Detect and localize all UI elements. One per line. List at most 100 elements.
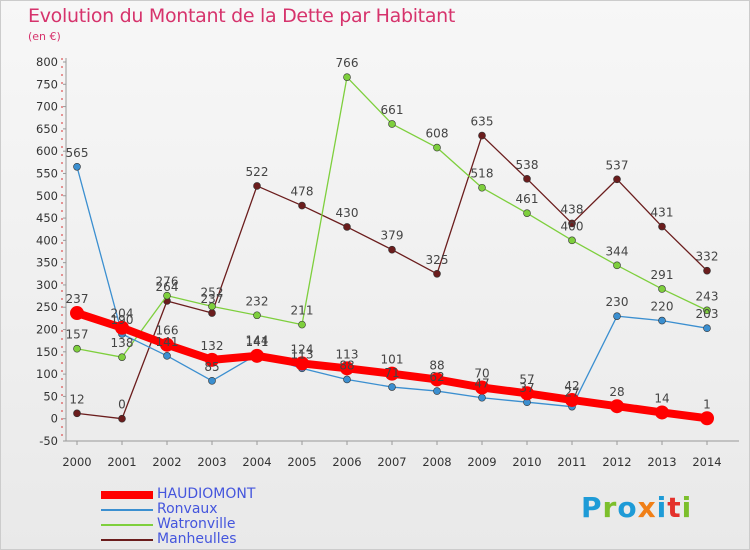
data-point: [70, 306, 84, 321]
x-tick-label: 2012: [602, 455, 631, 469]
data-label: 565: [66, 146, 89, 160]
data-label: 71: [384, 366, 399, 380]
data-point: [205, 352, 219, 367]
data-label: 190: [111, 313, 134, 327]
data-point: [160, 337, 174, 352]
y-tick-label: 250: [36, 300, 58, 314]
data-point: [388, 383, 396, 391]
data-label: 166: [156, 324, 179, 338]
data-point: [388, 245, 396, 254]
x-tick-label: 2006: [332, 455, 361, 469]
data-label: 438: [561, 202, 584, 216]
data-label: 85: [204, 360, 219, 374]
data-label: 132: [201, 339, 224, 353]
data-label: 243: [696, 289, 719, 303]
y-tick-label: 600: [36, 144, 58, 158]
chart-unit: (en €): [28, 30, 61, 43]
legend-swatch: [101, 524, 153, 526]
data-label: 70: [474, 366, 489, 380]
data-label: 47: [474, 377, 489, 391]
data-point: [73, 344, 81, 353]
data-point: [565, 392, 579, 407]
data-label: 88: [339, 358, 354, 372]
y-tick-label: 300: [36, 278, 58, 292]
y-tick-label: 450: [36, 211, 58, 225]
data-label: 141: [246, 335, 269, 349]
y-tick-label: 400: [36, 233, 58, 247]
data-point: [478, 393, 486, 402]
data-point: [340, 361, 354, 376]
data-point: [523, 175, 531, 183]
data-point: [658, 285, 666, 293]
data-point: [433, 269, 441, 278]
data-label: 635: [471, 115, 494, 129]
data-label: 124: [291, 342, 314, 356]
proxiti-logo: Proxiti: [581, 491, 692, 524]
data-point: [208, 309, 216, 317]
data-label: 204: [111, 307, 134, 321]
data-point: [343, 73, 351, 81]
data-point: [118, 353, 126, 361]
data-label: 62: [429, 370, 444, 384]
data-label: 88: [429, 358, 444, 372]
data-point: [703, 306, 711, 315]
data-point: [613, 312, 621, 320]
data-point: [343, 375, 351, 384]
data-point: [73, 162, 81, 171]
logo-letter: t: [667, 491, 682, 524]
data-label: 113: [291, 347, 314, 361]
data-point: [208, 377, 216, 385]
data-label: 14: [654, 391, 669, 405]
series-haudiomont: [70, 306, 714, 426]
x-tick-label: 2014: [692, 455, 721, 469]
data-label: 379: [381, 229, 404, 243]
data-label: 522: [246, 165, 269, 179]
data-label: 37: [519, 381, 534, 395]
x-tick-label: 2007: [377, 455, 406, 469]
y-tick-label: 0: [51, 412, 58, 426]
y-tick-label: 200: [36, 323, 58, 337]
data-label: 332: [696, 250, 719, 264]
data-point: [163, 352, 171, 360]
data-label: 538: [516, 158, 539, 172]
logo-letter: P: [581, 491, 603, 524]
x-tick-label: 2009: [467, 455, 496, 469]
logo-letter: i: [681, 491, 693, 524]
data-point: [298, 320, 306, 329]
data-label: 220: [651, 300, 674, 314]
logo-letter: i: [656, 491, 668, 524]
logo-letter: r: [602, 491, 618, 524]
legend-label: Watronville: [157, 516, 236, 532]
chart-title: Evolution du Montant de la Dette par Hab…: [28, 5, 456, 27]
data-point: [433, 143, 441, 152]
data-label: 291: [651, 268, 674, 282]
y-tick-label: 50: [43, 389, 58, 403]
data-label: 344: [606, 244, 629, 258]
x-tick-label: 2001: [107, 455, 136, 469]
data-label: 537: [606, 158, 629, 172]
y-tick-label: 500: [36, 189, 58, 203]
series-layer: [70, 73, 714, 426]
data-point: [298, 201, 306, 210]
data-label: 0: [118, 398, 126, 412]
data-point: [613, 261, 621, 270]
data-label: 27: [564, 386, 579, 400]
y-tick-label: 550: [36, 166, 58, 180]
data-label: 325: [426, 253, 449, 267]
data-point: [478, 183, 486, 192]
data-label: 461: [516, 192, 539, 206]
data-point: [73, 409, 81, 418]
data-label: 28: [609, 385, 624, 399]
data-label: 12: [69, 392, 84, 406]
data-point: [655, 405, 669, 420]
legend-swatch: [101, 539, 153, 541]
y-tick-label: 700: [36, 100, 58, 114]
data-point: [475, 380, 489, 395]
data-point: [433, 387, 441, 395]
x-tick-label: 2013: [647, 455, 676, 469]
data-point: [250, 348, 264, 363]
logo-letter: o: [617, 491, 638, 524]
data-point: [523, 209, 531, 217]
